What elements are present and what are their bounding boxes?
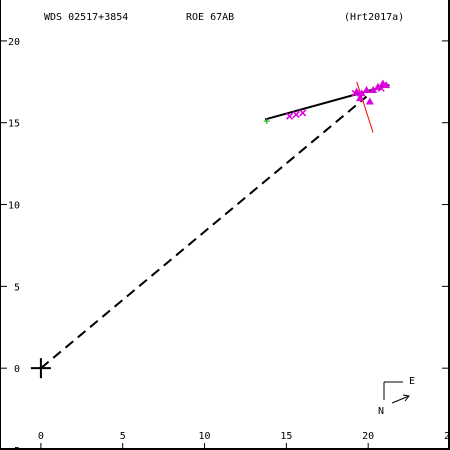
- orbit-lines: [40, 81, 390, 369]
- observation-marks: [263, 79, 391, 125]
- observation-point: [369, 86, 378, 93]
- observation-point: [356, 94, 364, 102]
- y-tick-label: 10: [8, 201, 20, 212]
- observation-point: [286, 112, 294, 120]
- observation-point: [263, 118, 270, 125]
- observation-point: [365, 97, 374, 105]
- axis-ticks: [0, 40, 450, 450]
- y-tick-label: 15: [8, 119, 20, 130]
- x-tick-label: 10: [199, 431, 211, 442]
- x-tick-label: 20: [362, 431, 374, 442]
- compass-north-label: N: [378, 406, 384, 417]
- header-reference: (Hrt2017a): [344, 12, 404, 23]
- primary-star-marker: [30, 358, 51, 379]
- compass: E N: [378, 376, 415, 417]
- observation-point: [292, 111, 300, 119]
- observation-point: [357, 89, 366, 97]
- axis-tick-labels: 0 5 10 15 20 25 -5 0 5 10 15 20: [8, 37, 450, 450]
- observation-point: [299, 109, 307, 117]
- x-tick-label: 25: [444, 431, 450, 442]
- y-tick-label: 5: [14, 282, 20, 293]
- observation-point: [382, 81, 391, 89]
- header-star-id: WDS 02517+3854: [44, 12, 128, 23]
- y-tick-label: 0: [14, 364, 20, 375]
- header-discoverer: ROE 67AB: [186, 12, 234, 23]
- observation-point: [362, 86, 371, 93]
- separation-line: [40, 95, 368, 369]
- x-tick-label: 15: [280, 431, 292, 442]
- motion-arrow-icon: [391, 394, 410, 404]
- observation-point: [352, 87, 361, 95]
- observation-point: [374, 82, 382, 90]
- residual-line: [356, 81, 374, 133]
- y-tick-label: -5: [8, 446, 20, 450]
- y-tick-label: 20: [8, 37, 20, 48]
- x-tick-label: 5: [120, 431, 126, 442]
- compass-east-label: E: [409, 376, 415, 387]
- x-tick-label: 0: [38, 431, 44, 442]
